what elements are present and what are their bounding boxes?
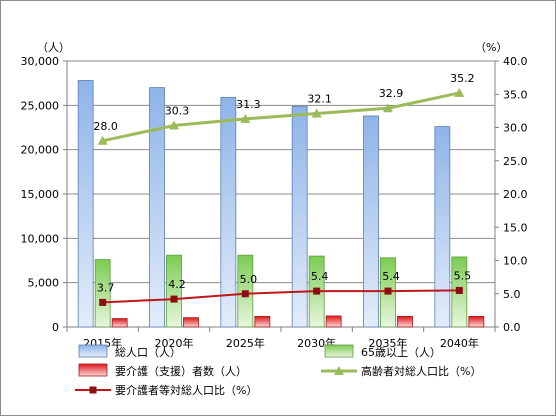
bar — [166, 254, 182, 328]
y-left-tick-label: 5,000 — [28, 277, 60, 290]
y-left-tick-label: 30,000 — [21, 55, 60, 68]
data-label: 3.7 — [97, 281, 115, 294]
point-marker — [313, 287, 321, 295]
legend-swatch — [78, 363, 108, 377]
bar — [220, 96, 237, 328]
data-labels: 28.0 30.3 31.3 32.1 32.9 35.2 3.7 4.2 5.0 5.4 5.4 5… — [93, 72, 474, 294]
point-marker — [241, 290, 249, 298]
data-label: 5.4 — [382, 270, 400, 283]
bar — [149, 87, 165, 328]
data-label: 32.9 — [379, 87, 404, 100]
data-label: 5.4 — [311, 270, 329, 283]
legend-label: 総人口（人） — [115, 345, 181, 359]
y-left-tick-label: 0 — [52, 321, 59, 334]
bar — [254, 315, 271, 328]
y-right-tick-label: 30.0 — [503, 122, 528, 135]
x-tick-label: 2025年 — [226, 336, 265, 350]
point-marker — [97, 135, 108, 145]
y-left-tick-label: 10,000 — [21, 232, 60, 245]
legend-label: 高齢者対総人口比（%） — [361, 364, 481, 378]
bar — [434, 126, 451, 328]
y-right-tick-label: 5.0 — [503, 288, 521, 301]
series-line — [102, 91, 460, 143]
data-label: 5.0 — [240, 273, 258, 286]
point-marker — [455, 286, 463, 294]
data-label: 32.1 — [307, 93, 332, 106]
y-left-unit-label: （人） — [37, 41, 70, 54]
point-marker — [99, 298, 107, 306]
x-tick-label: 2035年 — [369, 336, 408, 350]
data-label: 31.3 — [236, 98, 261, 111]
bar — [363, 115, 379, 328]
bar — [183, 317, 199, 328]
series-line — [102, 289, 460, 304]
y-left-tick-label: 20,000 — [21, 144, 60, 157]
legend-label: 要介護（支援）者数（人） — [115, 364, 247, 378]
x-tick-label: 2020年 — [155, 336, 194, 350]
y-right-tick-label: 25.0 — [503, 155, 528, 168]
legend-label: 65歳以上（人） — [361, 346, 441, 359]
y-right-tick-label: 0.0 — [503, 321, 521, 334]
legend-marker — [334, 366, 344, 375]
y-right-tick-label: 15.0 — [503, 221, 528, 234]
y-left-tick-label: 15,000 — [21, 188, 60, 201]
point-marker — [170, 295, 178, 303]
point-marker — [454, 87, 465, 97]
point-marker — [383, 103, 393, 113]
bar — [291, 105, 308, 328]
bar — [397, 315, 413, 328]
y-right-tick-label: 40.0 — [503, 55, 528, 68]
point-marker — [311, 108, 322, 118]
point-marker — [240, 113, 251, 123]
data-label: 4.2 — [168, 278, 186, 291]
bar — [77, 80, 94, 328]
legend-label: 要介護者等対総人口比（%） — [115, 383, 257, 397]
legend-swatch — [324, 344, 354, 358]
data-label: 35.2 — [450, 72, 475, 85]
data-label: 28.0 — [93, 120, 118, 133]
bar — [111, 318, 128, 328]
legend: 総人口（人） 65歳以上（人） 要介護（支援）者数（人） 高齢者対総人口比（%） 要介護… — [75, 344, 481, 397]
y-right-tick-label: 10.0 — [503, 255, 528, 268]
gridlines — [67, 60, 495, 328]
bar — [94, 259, 111, 328]
legend-swatch — [78, 344, 108, 358]
line-series — [97, 87, 465, 306]
bar — [468, 315, 485, 328]
y-right-unit-label: （%） — [475, 41, 507, 54]
x-tick-label: 2040年 — [440, 336, 479, 350]
y-left-tick-label: 25,000 — [21, 99, 60, 112]
bar — [325, 315, 342, 328]
legend-marker — [89, 386, 97, 394]
bar-series — [77, 80, 485, 328]
y-right-tick-label: 35.0 — [503, 88, 528, 101]
point-marker — [384, 287, 392, 295]
y-right-tick-label: 20.0 — [503, 188, 528, 201]
point-marker — [169, 120, 179, 130]
data-label: 30.3 — [165, 105, 190, 118]
data-label: 5.5 — [454, 269, 472, 282]
